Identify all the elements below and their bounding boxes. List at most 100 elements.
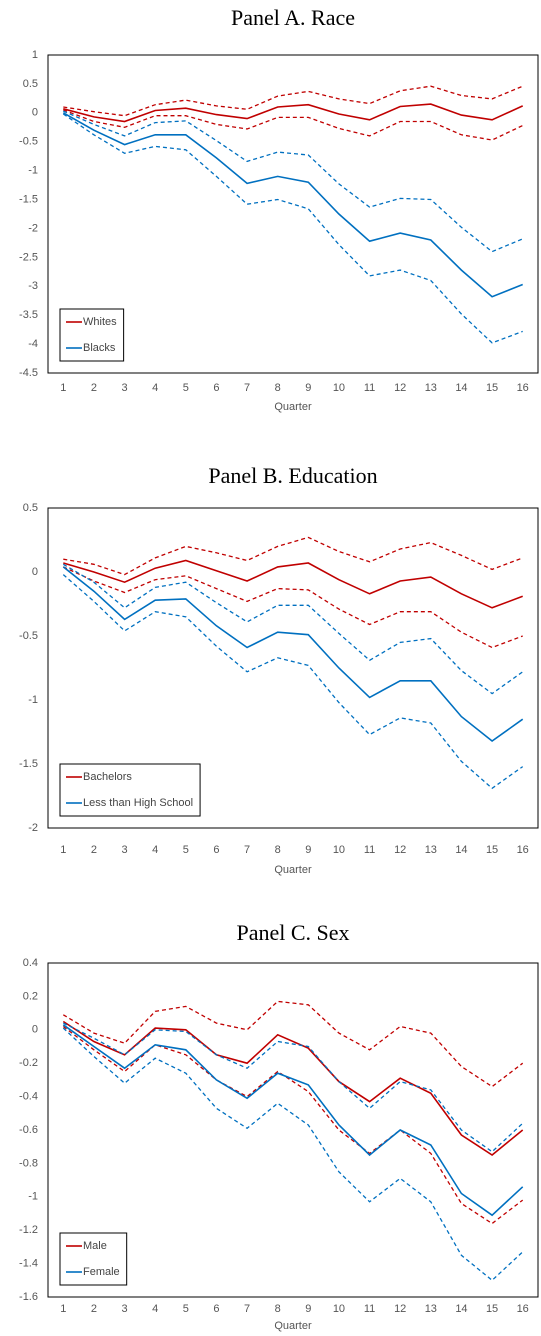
x-tick-label: 10 — [333, 382, 345, 394]
x-tick-label: 2 — [91, 844, 97, 856]
ci-line — [63, 566, 523, 649]
x-tick-label: 15 — [486, 382, 498, 394]
x-tick-label: 3 — [122, 1303, 128, 1315]
x-tick-label: 12 — [394, 1303, 406, 1315]
ci-line — [63, 110, 523, 253]
x-tick-label: 3 — [122, 844, 128, 856]
x-tick-label: 5 — [183, 382, 189, 394]
y-tick-label: 0.4 — [23, 957, 38, 969]
y-tick-label: 0.5 — [23, 78, 38, 90]
x-tick-label: 14 — [455, 382, 467, 394]
ci-line — [63, 109, 523, 141]
x-tick-label: 15 — [486, 844, 498, 856]
y-tick-label: -1.4 — [19, 1258, 38, 1270]
x-tick-label: 1 — [60, 382, 66, 394]
x-tick-label: 9 — [305, 382, 311, 394]
x-axis-label: Quarter — [274, 1320, 312, 1332]
x-tick-label: 5 — [183, 1303, 189, 1315]
legend-box — [59, 1232, 128, 1286]
x-tick-label: 6 — [213, 1303, 219, 1315]
y-tick-label: 0.5 — [23, 502, 38, 514]
x-tick-label: 2 — [91, 1303, 97, 1315]
ci-line — [63, 1022, 524, 1153]
x-tick-label: 9 — [305, 1303, 311, 1315]
y-tick-label: 0 — [32, 1024, 38, 1036]
ci-line — [62, 563, 524, 695]
x-tick-label: 11 — [364, 382, 375, 394]
ci-line — [62, 1027, 524, 1282]
y-tick-label: 0 — [32, 566, 38, 578]
x-axis-label: Quarter — [274, 864, 312, 876]
y-tick-label: -0.2 — [19, 1057, 38, 1069]
ci-line — [62, 1000, 524, 1088]
y-tick-label: -0.6 — [19, 1124, 38, 1136]
x-tick-label: 1 — [60, 1303, 66, 1315]
x-tick-label: 4 — [152, 844, 158, 856]
x-tick-label: 13 — [425, 844, 437, 856]
y-tick-label: -3.5 — [19, 309, 38, 321]
y-tick-label: -0.4 — [19, 1091, 38, 1103]
plot-frame — [47, 54, 539, 374]
x-tick-label: 8 — [275, 844, 281, 856]
y-tick-label: -0.5 — [19, 630, 38, 642]
series-line — [63, 103, 524, 123]
x-tick-label: 12 — [394, 382, 406, 394]
panel-title: Panel B. Education — [208, 463, 377, 488]
series-line — [62, 1024, 524, 1217]
x-tick-label: 7 — [244, 844, 250, 856]
x-tick-label: 6 — [213, 382, 219, 394]
x-tick-label: 14 — [455, 844, 467, 856]
plot-frame — [47, 962, 539, 1298]
x-tick-label: 13 — [425, 1303, 437, 1315]
x-tick-label: 5 — [183, 844, 189, 856]
y-tick-label: -2.5 — [19, 251, 38, 263]
x-tick-label: 16 — [517, 382, 529, 394]
y-tick-label: -1.6 — [19, 1291, 38, 1303]
x-tick-label: 1 — [60, 844, 66, 856]
panel-title: Panel C. Sex — [236, 920, 349, 945]
y-tick-label: -1 — [28, 165, 38, 177]
plot-frame — [47, 507, 539, 829]
y-tick-label: -4 — [28, 338, 38, 350]
y-tick-label: -0.5 — [19, 136, 38, 148]
x-tick-label: 16 — [517, 844, 529, 856]
y-tick-label: -2 — [28, 822, 38, 834]
panel-title: Panel A. Race — [231, 5, 355, 30]
legend-label: Bachelors — [83, 771, 132, 783]
y-tick-label: -1.2 — [19, 1224, 38, 1236]
y-tick-label: -1 — [28, 694, 38, 706]
legend-label: Male — [83, 1240, 107, 1252]
x-tick-label: 8 — [275, 1303, 281, 1315]
series-line — [62, 1020, 524, 1156]
x-tick-label: 15 — [486, 1303, 498, 1315]
y-tick-label: 0.2 — [23, 990, 38, 1002]
y-tick-label: -1.5 — [19, 193, 38, 205]
x-tick-label: 11 — [364, 1303, 375, 1315]
ci-line — [62, 574, 524, 790]
x-tick-label: 6 — [213, 844, 219, 856]
y-tick-label: -1 — [28, 1191, 38, 1203]
x-tick-label: 10 — [333, 844, 345, 856]
legend-label: Blacks — [83, 342, 116, 354]
ci-line — [63, 85, 523, 117]
x-tick-label: 16 — [517, 1303, 529, 1315]
legend-label: Less than High School — [83, 797, 193, 809]
y-tick-label: -3 — [28, 280, 38, 292]
x-tick-label: 7 — [244, 382, 250, 394]
x-tick-label: 8 — [275, 382, 281, 394]
x-tick-label: 13 — [425, 382, 437, 394]
legend-box — [59, 763, 201, 817]
x-tick-label: 7 — [244, 1303, 250, 1315]
x-tick-label: 4 — [152, 382, 158, 394]
series-line — [63, 559, 523, 609]
x-axis-label: Quarter — [274, 401, 312, 413]
x-tick-label: 11 — [364, 844, 375, 856]
y-tick-label: -2 — [28, 222, 38, 234]
legend-box — [59, 308, 125, 362]
y-tick-label: -4.5 — [19, 367, 38, 379]
x-tick-label: 2 — [91, 382, 97, 394]
y-tick-label: -0.8 — [19, 1157, 38, 1169]
x-tick-label: 12 — [394, 844, 406, 856]
